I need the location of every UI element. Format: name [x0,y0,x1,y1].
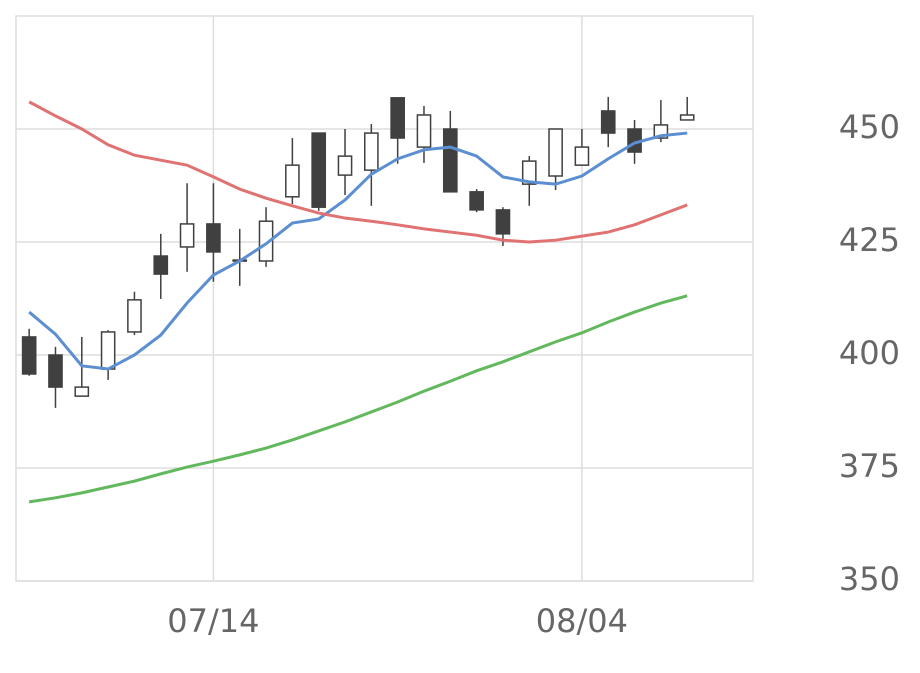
candle-body [21,336,37,375]
candle-body [74,386,90,397]
x-tick-label: 07/14 [167,602,259,640]
candle-body [179,223,195,248]
candle-body [521,160,537,185]
candle-body [100,331,116,370]
candle-body [495,209,511,235]
candle-body [416,114,432,148]
candle-body [390,97,405,139]
x-tick-label: 08/04 [536,602,628,640]
moving-average-line [28,294,688,504]
candle-body [548,128,563,177]
candle-body [48,354,63,388]
candle-body [442,128,458,193]
moving-average-line [28,131,688,371]
candle-body [206,223,221,253]
y-tick-label: 450 [839,108,900,146]
candle-body [127,299,142,333]
candle-body [600,110,616,134]
candle-body [258,220,274,262]
candle-body [337,155,353,176]
candle-body [469,191,484,211]
y-tick-label: 350 [839,560,900,598]
y-tick-label: 375 [839,447,900,485]
candle-body [285,164,300,198]
plot-frame [15,15,754,582]
candle-body [679,114,695,121]
candle-body [364,132,379,171]
candle-body [574,146,590,166]
y-tick-label: 400 [839,334,900,372]
moving-average-line [28,100,688,244]
candle-body [311,132,327,208]
candle-body [153,255,169,275]
y-tick-label: 425 [839,221,900,259]
